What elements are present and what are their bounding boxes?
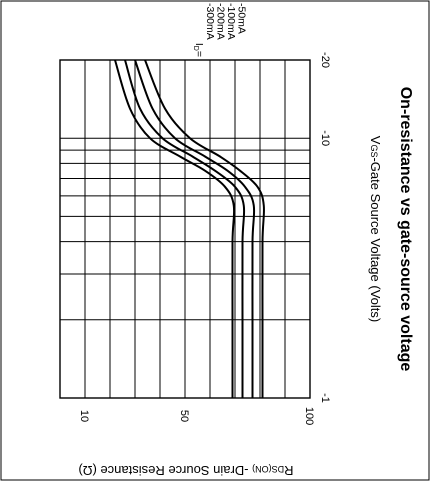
legend-label: -200mA bbox=[215, 3, 227, 40]
legend: -300mA-200mA-100mA-50mA bbox=[204, 3, 248, 40]
series-line bbox=[124, 59, 246, 398]
grid bbox=[60, 59, 310, 398]
plot-area-border bbox=[59, 59, 311, 399]
legend-label: -300mA bbox=[204, 3, 216, 40]
x-tick-label: -10 bbox=[319, 130, 331, 146]
y-tick-label: 50 bbox=[178, 410, 190, 422]
legend-label: -100mA bbox=[225, 3, 237, 40]
legend-header: ID= bbox=[192, 43, 205, 57]
x-tick-label: -1 bbox=[319, 393, 331, 403]
chart-title: On-resistance vs gate-source voltage bbox=[397, 87, 414, 372]
legend-label: -50mA bbox=[236, 3, 248, 34]
y-axis-label: RDS(ON) -Drain Source Resistance (Ω) bbox=[78, 463, 293, 478]
x-tick-label: -20 bbox=[319, 52, 331, 68]
tick-labels: -1 -10 -20 100 50 10 bbox=[78, 52, 331, 425]
series-line bbox=[134, 59, 256, 398]
series bbox=[114, 59, 265, 398]
series-line bbox=[144, 59, 265, 398]
series-line bbox=[114, 59, 236, 398]
y-tick-label: 100 bbox=[303, 407, 315, 425]
y-tick-label: 10 bbox=[78, 410, 90, 422]
x-axis-label: VGS-Gate Source Voltage (Volts) bbox=[368, 136, 383, 322]
